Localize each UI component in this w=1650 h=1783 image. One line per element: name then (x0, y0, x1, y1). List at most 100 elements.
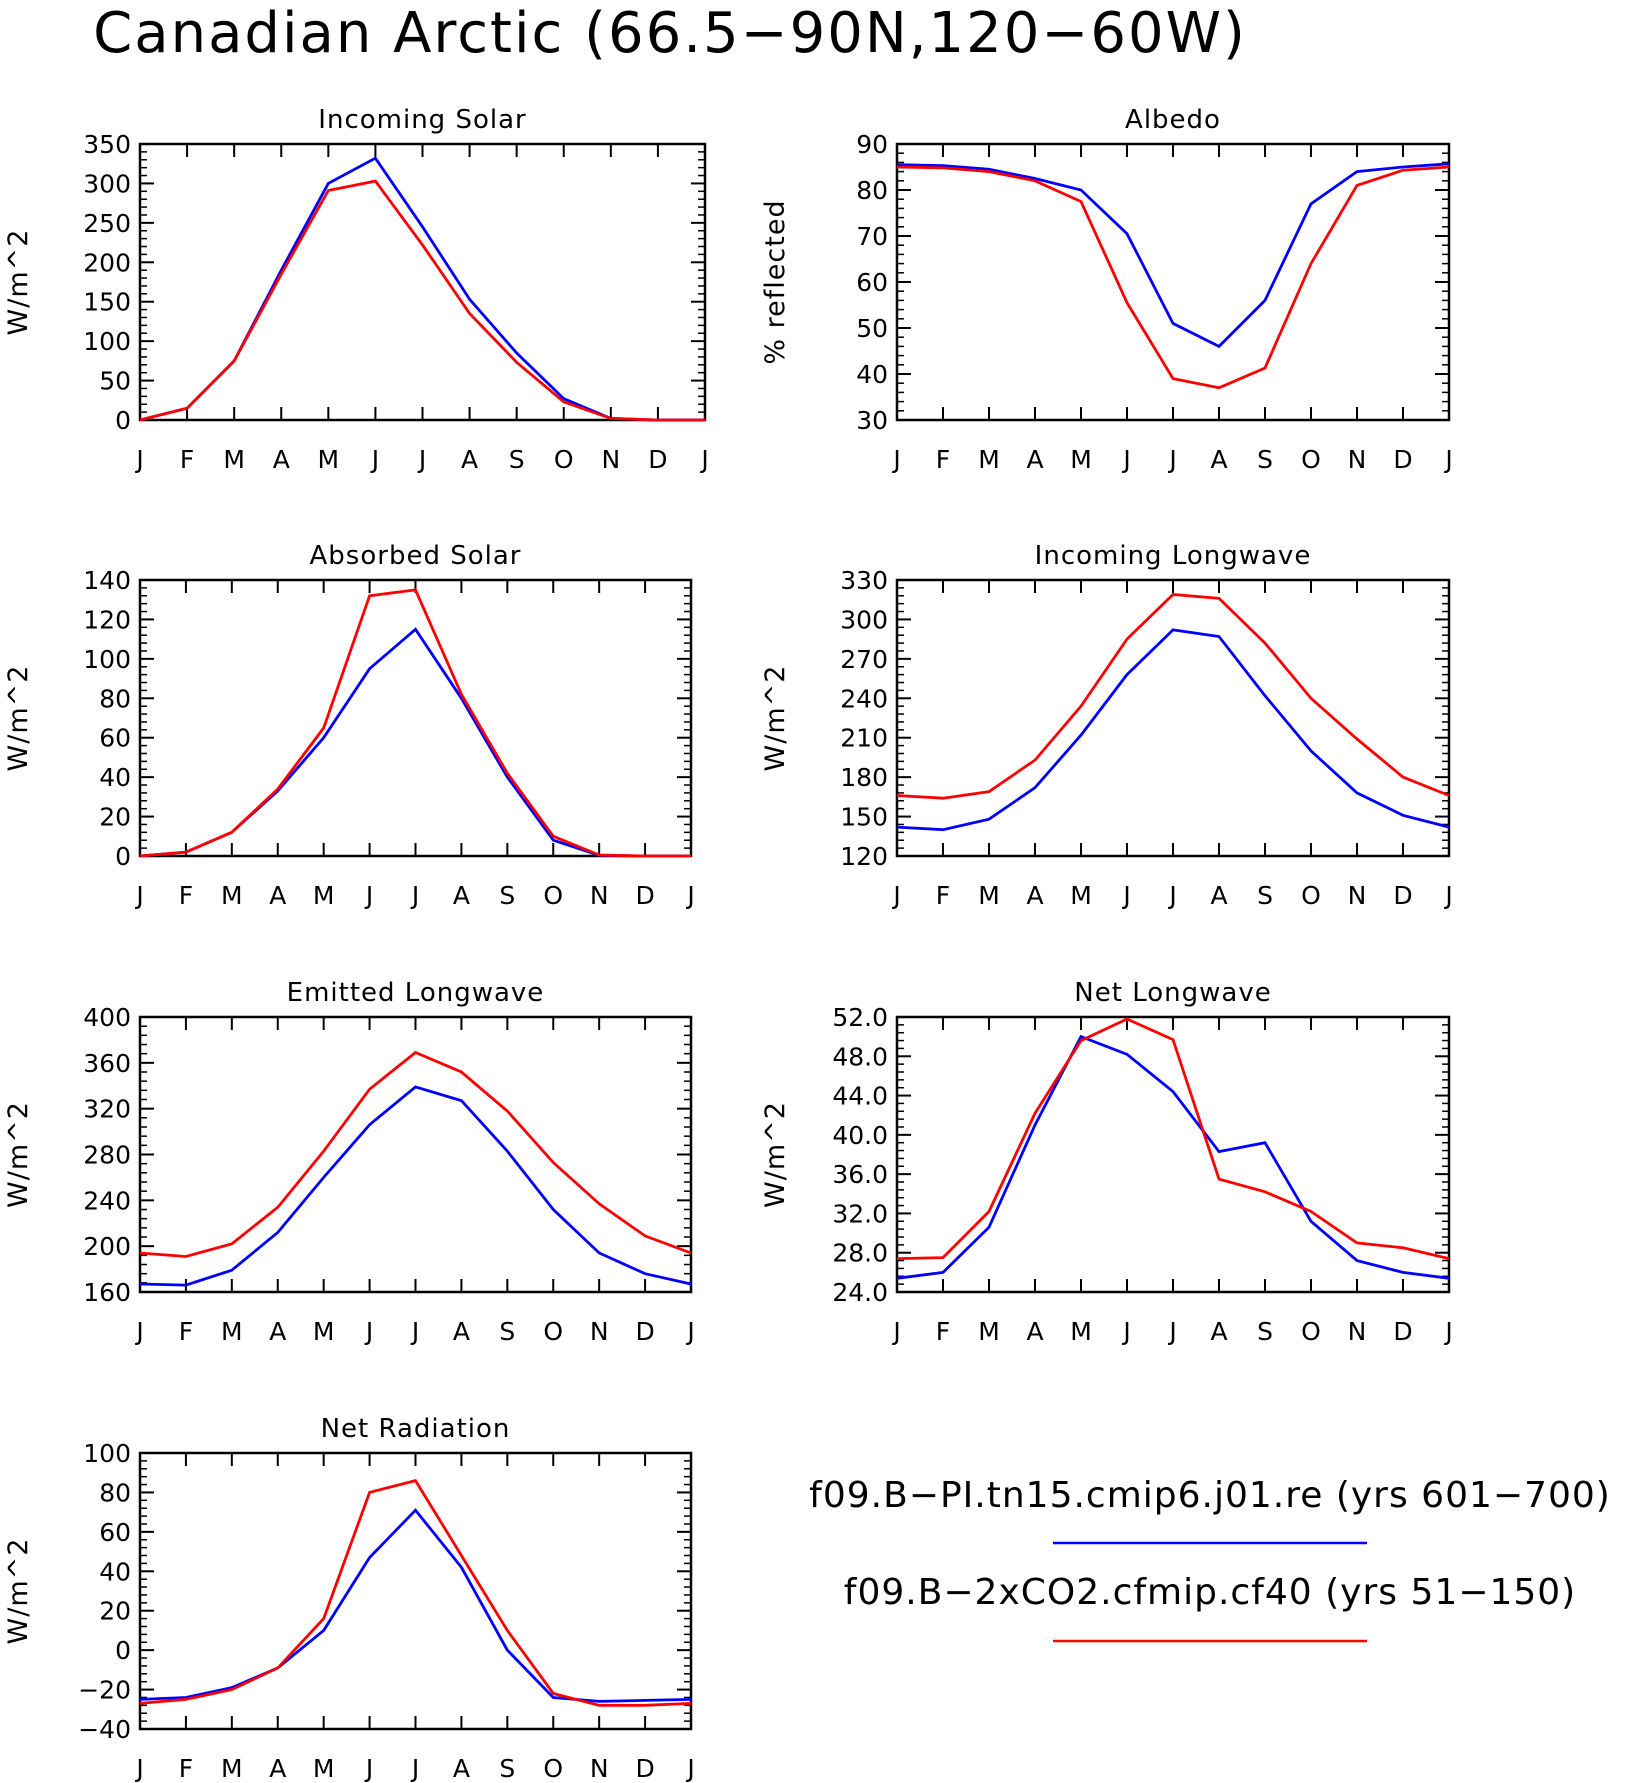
x-tick-label: J (1121, 881, 1130, 910)
x-tick-label: N (590, 1317, 609, 1346)
y-tick-label: 160 (83, 1278, 131, 1307)
x-tick-label: J (134, 881, 143, 910)
y-axis-label: % reflected (760, 199, 791, 364)
y-tick-label: 28.0 (832, 1239, 888, 1268)
y-tick-label: 24.0 (832, 1278, 888, 1307)
x-tick-label: M (221, 881, 243, 910)
x-tick-label: N (1348, 445, 1367, 474)
y-tick-label: 48.0 (832, 1042, 888, 1071)
x-tick-label: A (1026, 881, 1043, 910)
x-tick-label: M (221, 1754, 243, 1783)
x-tick-label: F (936, 445, 950, 474)
series-line-2xco2 (139, 588, 691, 858)
x-tick-label: J (410, 881, 419, 910)
x-tick-label: M (318, 445, 340, 474)
x-tick-label: A (1026, 445, 1043, 474)
y-tick-label: 100 (83, 1439, 131, 1468)
y-tick-label: 240 (83, 1186, 131, 1215)
plot-frame (138, 142, 707, 422)
y-tick-label: 90 (856, 130, 888, 159)
y-tick-label: 180 (840, 763, 888, 792)
y-tick-label: 320 (83, 1095, 131, 1124)
y-tick-label: 40.0 (832, 1121, 888, 1150)
x-tick-label: M (1070, 445, 1092, 474)
x-tick-label: N (1348, 881, 1367, 910)
x-tick-label: A (269, 1754, 286, 1783)
figure-title: Canadian Arctic (66.5−90N,120−60W) (93, 1, 1247, 66)
x-tick-label: J (364, 1754, 373, 1783)
x-tick-label: M (221, 1317, 243, 1346)
y-tick-label: 80 (99, 1478, 131, 1507)
series-line-2xco2 (139, 1050, 692, 1258)
y-tick-label: 280 (83, 1141, 131, 1170)
x-tick-label: F (936, 881, 950, 910)
series-line-2xco2 (896, 1017, 1450, 1260)
x-tick-label: A (453, 1754, 470, 1783)
y-tick-label: 150 (840, 803, 888, 832)
y-tick-label: 0 (115, 1636, 131, 1665)
y-tick-label: 70 (856, 222, 888, 251)
y-tick-label: 200 (83, 248, 131, 277)
x-tick-label: J (891, 1317, 900, 1346)
x-tick-label: N (590, 881, 609, 910)
x-tick-label: F (180, 445, 194, 474)
y-tick-label: 270 (840, 645, 888, 674)
y-tick-label: 360 (83, 1049, 131, 1078)
x-tick-label: F (179, 1317, 193, 1346)
x-tick-label: M (978, 445, 1000, 474)
x-tick-label: J (685, 1317, 694, 1346)
plot-frame (138, 578, 693, 858)
y-axis-label: W/m^2 (3, 665, 34, 772)
y-tick-label: 40 (99, 763, 131, 792)
x-tick-label: O (554, 445, 574, 474)
chart-panel-6: J F M A M J J A S O N D J24.028.032.036.040.044.048.… (760, 978, 1453, 1346)
y-tick-label: 80 (99, 684, 131, 713)
y-tick-label: 250 (83, 209, 131, 238)
legend-label-pi-control: f09.B−PI.tn15.cmip6.j01.re (yrs 601−700) (809, 1475, 1611, 1516)
x-tick-label: J (891, 445, 900, 474)
x-tick-label: O (1301, 1317, 1321, 1346)
y-tick-label: 120 (840, 842, 888, 871)
y-axis-label: W/m^2 (3, 1101, 34, 1208)
y-tick-label: 0 (115, 842, 131, 871)
x-tick-label: S (1257, 1317, 1273, 1346)
x-tick-label: F (936, 1317, 950, 1346)
series-line-pi-control (139, 627, 691, 858)
x-tick-label: D (1393, 1317, 1412, 1346)
x-tick-label: A (453, 1317, 470, 1346)
x-tick-label: D (635, 1317, 654, 1346)
y-tick-label: 30 (856, 406, 888, 435)
y-tick-label: 300 (840, 605, 888, 634)
x-tick-label: J (1443, 881, 1452, 910)
x-tick-label: N (601, 445, 620, 474)
chart-panel-1: J F M A M J J A S O N D J050100150200250300350W/m^2I… (3, 105, 709, 474)
x-tick-label: O (1301, 445, 1321, 474)
x-tick-label: S (499, 1754, 515, 1783)
y-tick-label: 140 (83, 566, 131, 595)
panel-title: Albedo (1125, 105, 1221, 135)
x-tick-label: J (1167, 881, 1176, 910)
y-axis-label: W/m^2 (760, 665, 791, 772)
series-line-pi-control (896, 628, 1450, 832)
y-tick-label: 150 (83, 288, 131, 317)
x-tick-label: J (134, 1317, 143, 1346)
y-tick-label: 100 (83, 327, 131, 356)
x-tick-label: O (543, 1317, 563, 1346)
y-tick-label: 20 (99, 1597, 131, 1626)
x-tick-label: J (1443, 445, 1452, 474)
x-tick-label: J (685, 1754, 694, 1783)
plot-frame (895, 1015, 1451, 1294)
x-tick-label: N (590, 1754, 609, 1783)
y-tick-label: 50 (856, 314, 888, 343)
x-tick-label: S (499, 1317, 515, 1346)
legend: f09.B−PI.tn15.cmip6.j01.re (yrs 601−700)… (809, 1475, 1611, 1643)
x-tick-label: S (1257, 881, 1273, 910)
y-tick-label: 210 (840, 724, 888, 753)
panel-title: Incoming Longwave (1035, 541, 1312, 571)
x-tick-label: F (179, 1754, 193, 1783)
y-axis-label: W/m^2 (760, 1101, 791, 1208)
panel-title: Net Longwave (1074, 978, 1271, 1008)
x-tick-label: O (543, 1754, 563, 1783)
x-tick-label: M (313, 1317, 335, 1346)
x-tick-label: M (223, 445, 245, 474)
